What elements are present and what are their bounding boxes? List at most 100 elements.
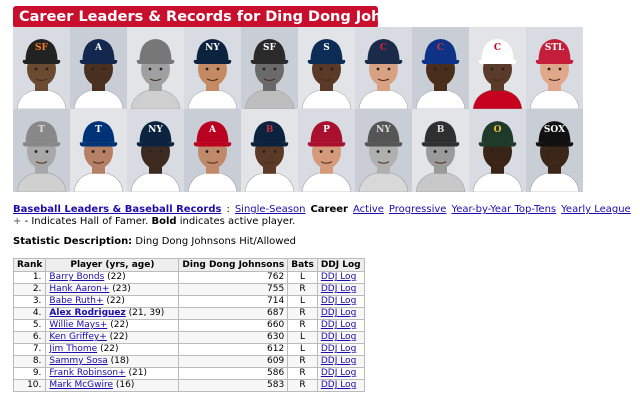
ddj-log-link[interactable]: DDJ Log [320, 368, 357, 378]
row-rank: 8. [12, 355, 47, 368]
player-photo[interactable]: A [184, 109, 241, 192]
table-row: 6. Ken Griffey+ (22) 630 L DDJ Log [12, 331, 365, 344]
ddj-log-link[interactable]: DDJ Log [320, 344, 357, 354]
player-photo[interactable]: T [13, 109, 70, 192]
player-photo[interactable]: STL [526, 27, 583, 109]
player-photo[interactable]: A [70, 27, 127, 109]
player-photo[interactable]: SF [13, 27, 70, 109]
legend-bold-word: Bold [151, 216, 177, 227]
player-link[interactable]: Alex Rodriguez [49, 308, 126, 318]
row-rank: 10. [12, 379, 47, 392]
row-rank: 7. [12, 343, 47, 356]
legend-text-a: - Indicates Hall of Famer. [21, 216, 152, 227]
col-log[interactable]: DDJ Log [316, 258, 365, 272]
row-rank: 2. [12, 283, 47, 296]
row-value: 660 [178, 319, 289, 332]
player-link[interactable]: Jim Thome [49, 344, 98, 354]
player-portrait [70, 27, 127, 109]
player-photo[interactable]: O [469, 109, 526, 192]
ddj-log-link[interactable]: DDJ Log [320, 296, 357, 306]
player-photo[interactable]: P [298, 109, 355, 192]
col-stat[interactable]: Ding Dong Johnsons [178, 258, 289, 272]
year-by-year-link[interactable]: Year-by-Year Top-Tens [451, 204, 557, 215]
player-years-age: (23) [109, 284, 131, 294]
row-player: Barry Bonds (22) [45, 271, 180, 284]
statistic-value: Ding Dong Johnsons Hit/Allowed [135, 236, 296, 247]
player-photo[interactable]: B [412, 109, 469, 192]
player-years-age: (22) [97, 344, 119, 354]
row-value: 762 [178, 271, 289, 284]
player-link[interactable]: Willie Mays+ [49, 320, 108, 330]
player-link[interactable]: Ken Griffey+ [49, 332, 107, 342]
row-player: Willie Mays+ (22) [45, 319, 180, 332]
player-photo[interactable]: T [70, 109, 127, 192]
player-portrait [469, 27, 526, 109]
player-photo[interactable]: NY [184, 27, 241, 109]
active-link[interactable]: Active [352, 204, 384, 215]
player-photo[interactable]: B [241, 109, 298, 192]
col-rank[interactable]: Rank [12, 258, 47, 272]
table-row: 5. Willie Mays+ (22) 660 R DDJ Log [12, 319, 365, 332]
player-link[interactable]: Barry Bonds [49, 272, 105, 282]
player-years-age: (21) [125, 368, 147, 378]
player-photo[interactable]: S [298, 27, 355, 109]
row-log: DDJ Log [316, 355, 365, 368]
cap-logo: SF [35, 43, 48, 53]
ddj-log-link[interactable]: DDJ Log [320, 320, 357, 330]
player-photo[interactable]: NY [127, 109, 184, 192]
yearly-league-link[interactable]: Yearly League [561, 204, 631, 215]
page-title: Career Leaders & Records for Ding Dong J… [13, 6, 378, 28]
table-row: 9. Frank Robinson+ (21) 586 R DDJ Log [12, 367, 365, 380]
cap-logo: SOX [543, 125, 566, 135]
player-photo[interactable]: C [355, 27, 412, 109]
player-photo[interactable]: NY [355, 109, 412, 192]
row-player: Mark McGwire (16) [45, 379, 180, 392]
progressive-link[interactable]: Progressive [388, 204, 447, 215]
player-portrait [184, 109, 241, 192]
legend-note: + - Indicates Hall of Famer. Bold indica… [13, 216, 295, 227]
row-log: DDJ Log [316, 307, 365, 320]
ddj-log-link[interactable]: DDJ Log [320, 308, 357, 318]
player-portrait [298, 27, 355, 109]
baseball-leaders-link[interactable]: Baseball Leaders & Baseball Records [13, 204, 222, 215]
ddj-log-link[interactable]: DDJ Log [320, 380, 357, 390]
row-log: DDJ Log [316, 295, 365, 308]
hall-of-fame-marker: + [13, 216, 22, 227]
player-link[interactable]: Frank Robinson+ [49, 368, 126, 378]
row-value: 714 [178, 295, 289, 308]
player-photo[interactable]: SF [241, 27, 298, 109]
player-portrait [13, 109, 70, 192]
row-player: Hank Aaron+ (23) [45, 283, 180, 296]
player-link[interactable]: Hank Aaron+ [49, 284, 110, 294]
single-season-link[interactable]: Single-Season [234, 204, 306, 215]
player-photo[interactable]: C [469, 27, 526, 109]
row-log: DDJ Log [316, 271, 365, 284]
row-value: 609 [178, 355, 289, 368]
player-portrait [412, 109, 469, 192]
player-portrait [241, 27, 298, 109]
ddj-log-link[interactable]: DDJ Log [320, 272, 357, 282]
cap-logo: B [265, 125, 274, 135]
row-value: 755 [178, 283, 289, 296]
row-log: DDJ Log [316, 331, 365, 344]
player-link[interactable]: Babe Ruth+ [49, 296, 104, 306]
ddj-log-link[interactable]: DDJ Log [320, 356, 357, 366]
player-portrait [469, 109, 526, 192]
table-row: 4. Alex Rodriguez (21, 39) 687 R DDJ Log [12, 307, 365, 320]
ddj-log-link[interactable]: DDJ Log [320, 284, 357, 294]
row-player: Frank Robinson+ (21) [45, 367, 180, 380]
ddj-log-link[interactable]: DDJ Log [320, 332, 357, 342]
player-years-age: (18) [107, 356, 130, 366]
player-link[interactable]: Mark McGwire [49, 380, 114, 390]
player-link[interactable]: Sammy Sosa [49, 356, 108, 366]
table-header-row: Rank Player (yrs, age) Ding Dong Johnson… [12, 258, 365, 272]
player-photo[interactable] [127, 27, 184, 109]
player-photo[interactable]: C [412, 27, 469, 109]
player-photo[interactable]: SOX [526, 109, 583, 192]
col-bats[interactable]: Bats [287, 258, 318, 272]
col-player[interactable]: Player (yrs, age) [45, 258, 180, 272]
row-bats: R [287, 379, 318, 392]
cap-logo: T [38, 125, 45, 135]
table-row: 7. Jim Thome (22) 612 L DDJ Log [12, 343, 365, 356]
cap-logo: STL [544, 43, 565, 53]
